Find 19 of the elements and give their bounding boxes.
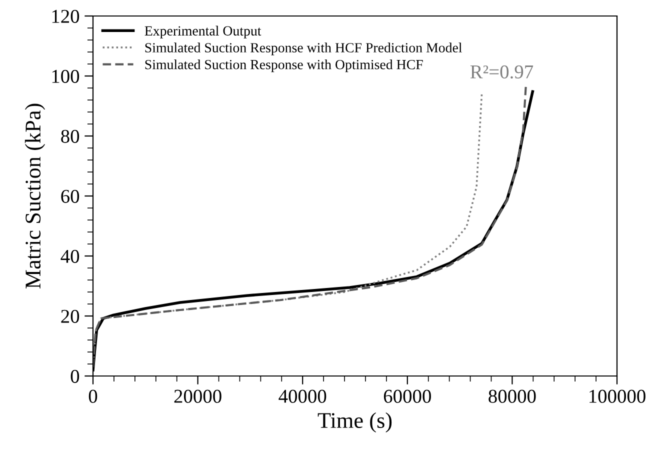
x-tick-label: 40000 [278,390,326,403]
y-tick-label: 60 [61,190,80,203]
y-axis-title: Matric Suction (kPa) [24,104,46,289]
x-tick-label: 100000 [590,390,646,403]
y-tick-label: 80 [61,130,80,143]
annotation: R²=0.97 [470,65,534,79]
y-tick-label: 120 [52,10,80,23]
legend-label: Simulated Suction Response with HCF Prediction Model [145,42,462,56]
x-axis-title: Time (s) [318,412,392,433]
x-tick-label: 0 [88,390,98,403]
x-tick-label: 20000 [174,390,222,403]
y-tick-label: 100 [52,70,80,83]
y-tick-label: 20 [61,310,80,323]
legend-label: Experimental Output [144,26,262,38]
legend-label: Simulated Suction Response with Optimised HCF [145,60,423,72]
x-tick-label: 80000 [488,390,536,403]
y-tick-label: 0 [70,370,80,383]
y-tick-label: 40 [60,250,80,263]
x-tick-label: 60000 [384,390,431,403]
